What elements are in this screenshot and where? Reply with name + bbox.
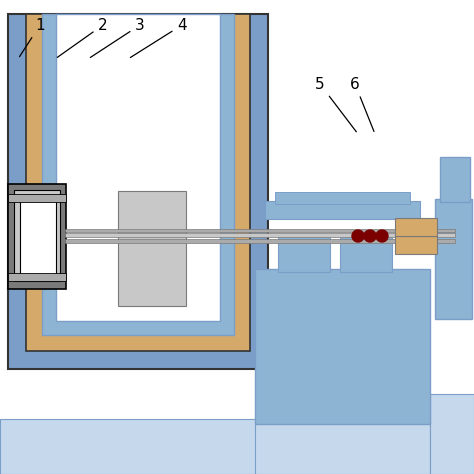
Bar bbox=[14, 190, 60, 281]
Bar bbox=[0, 419, 265, 474]
Bar bbox=[430, 394, 474, 474]
Bar bbox=[395, 218, 437, 236]
Text: 6: 6 bbox=[350, 76, 374, 131]
Text: 1: 1 bbox=[19, 18, 45, 57]
Circle shape bbox=[376, 230, 388, 242]
Text: 2: 2 bbox=[57, 18, 108, 57]
Text: 3: 3 bbox=[91, 18, 145, 57]
Text: 4: 4 bbox=[130, 18, 187, 57]
Bar bbox=[8, 194, 66, 202]
Bar bbox=[255, 422, 430, 474]
Bar bbox=[255, 269, 430, 424]
Bar bbox=[56, 14, 220, 321]
Bar bbox=[20, 195, 56, 276]
Bar bbox=[395, 236, 437, 254]
Bar bbox=[8, 184, 66, 289]
Bar bbox=[435, 199, 472, 319]
Bar bbox=[8, 273, 66, 281]
Bar bbox=[118, 191, 186, 306]
Bar bbox=[265, 201, 420, 219]
Bar bbox=[42, 14, 234, 335]
Bar bbox=[340, 237, 392, 272]
Bar bbox=[65, 239, 455, 243]
Bar bbox=[65, 233, 455, 237]
Bar bbox=[65, 229, 455, 232]
Circle shape bbox=[352, 230, 364, 242]
Circle shape bbox=[364, 230, 376, 242]
Text: 5: 5 bbox=[315, 76, 356, 132]
Bar bbox=[275, 192, 410, 204]
Bar bbox=[278, 237, 330, 272]
Bar bbox=[440, 157, 470, 202]
Bar bbox=[26, 14, 250, 351]
Bar bbox=[8, 14, 268, 369]
